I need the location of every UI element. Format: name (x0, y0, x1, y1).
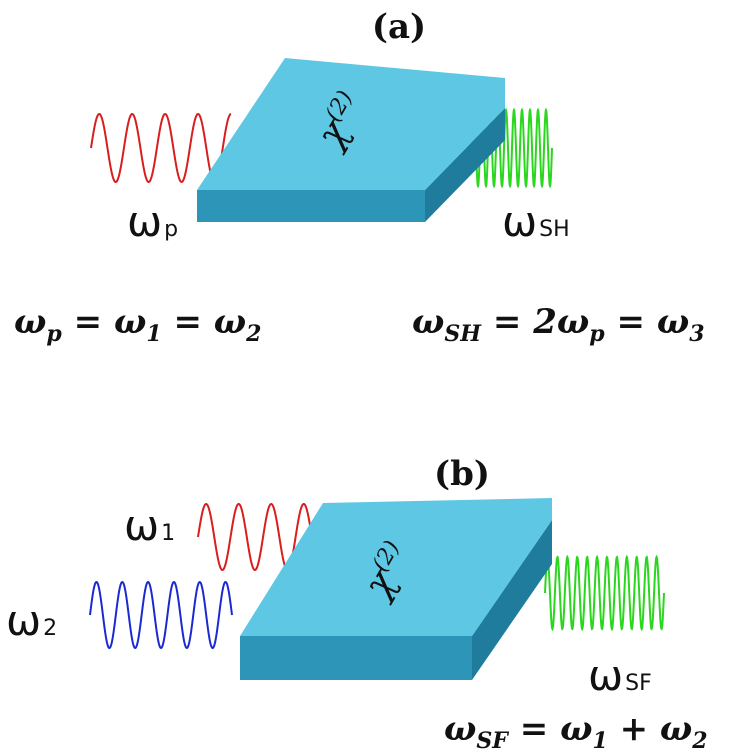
omega1-label: ω1 (124, 501, 175, 550)
pump-frequency-label: ωp (127, 197, 178, 246)
omega2-label: ω2 (6, 596, 57, 645)
equation-sum-frequency: ωSF = ω1 + ω2 (444, 709, 708, 754)
panel-a: (a) χ(2) ωp ωSH ωp = ω1 = ω2 ωSH = 2ωp =… (14, 7, 705, 347)
panel-a-label: (a) (372, 7, 426, 47)
second-harmonic-wave (471, 107, 553, 189)
pump-wave (90, 112, 232, 184)
crystal-slab-b: χ(2) (240, 498, 552, 680)
sum-frequency-wave (544, 554, 665, 632)
second-harmonic-frequency-label: ωSH (502, 197, 570, 246)
panel-b-label: (b) (434, 454, 490, 494)
equation-second-harmonic: ωSH = 2ωp = ω3 (412, 302, 705, 347)
input-wave-1 (197, 502, 321, 572)
equation-pump-left: ωp = ω1 = ω2 (14, 302, 261, 347)
panel-b: (b) χ(2) ω1 ω2 ωSF ωSF = ω1 + ω2 (6, 454, 708, 754)
crystal-slab-a: χ(2) (197, 58, 505, 222)
input-wave-2 (89, 580, 233, 650)
sum-frequency-label: ωSF (588, 651, 652, 700)
